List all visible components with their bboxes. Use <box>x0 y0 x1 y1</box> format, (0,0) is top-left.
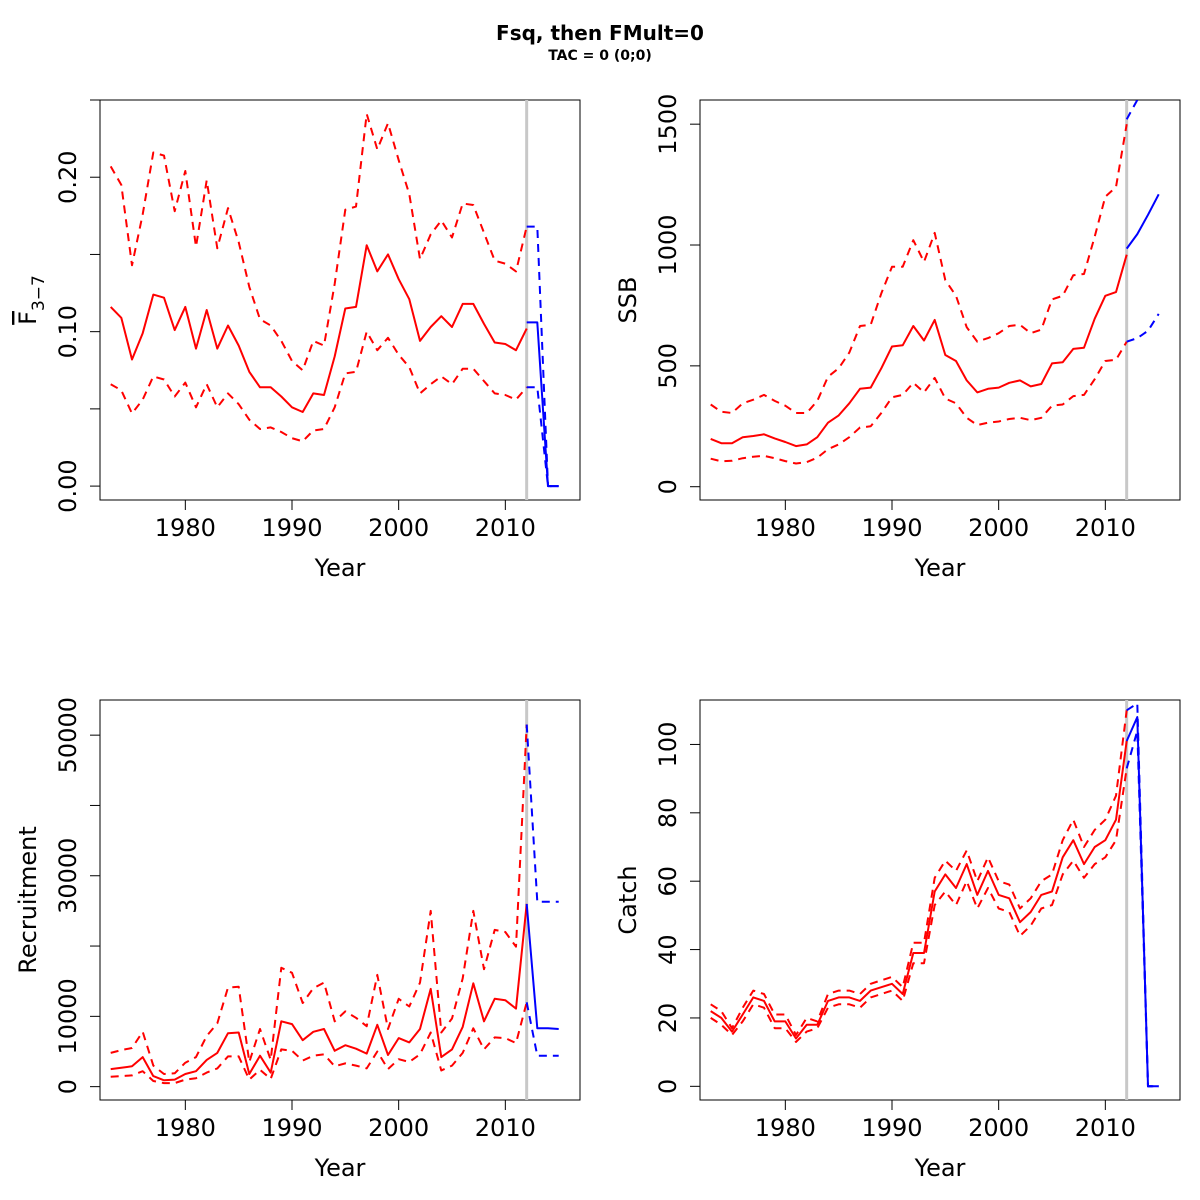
fbar-historical-upper <box>109 112 528 372</box>
ssb-plot-frame <box>699 99 1181 501</box>
recruitment-y-tick-label: 30000 <box>54 838 82 914</box>
fbar-y-label-sub: 3−7 <box>29 275 49 311</box>
catch-y-tick-label: 80 <box>654 798 682 829</box>
ssb-panel: 1980 1990 2000 2010 0 500 1000 1500 Year SSB <box>614 94 1181 582</box>
fbar-y-label-main: F <box>14 311 42 325</box>
recruitment-x-tick-label: 1980 <box>155 1114 216 1142</box>
fbar-historical-median <box>109 244 528 413</box>
ssb-x-tick-label: 2010 <box>1075 514 1136 542</box>
fbar-x-axis: 1980 1990 2000 2010 <box>155 500 536 542</box>
fbar-y-tick-label: 0.20 <box>54 151 82 204</box>
recruitment-x-axis: 1980 1990 2000 2010 <box>155 1100 536 1142</box>
catch-historical-upper <box>710 710 1128 1036</box>
catch-historical-median <box>710 740 1128 1040</box>
recruitment-projection-median <box>525 903 559 1030</box>
ssb-y-tick-label: 0 <box>654 479 682 494</box>
ssb-series <box>710 100 1160 500</box>
recruitment-y-label: Recruitment <box>14 826 42 973</box>
recruitment-plot-frame <box>99 699 581 1101</box>
catch-projection-upper <box>1126 702 1159 1088</box>
fbar-y-label: F3−7 <box>14 275 49 325</box>
catch-x-tick-label: 2000 <box>968 1114 1029 1142</box>
ssb-x-tick-label: 2000 <box>968 514 1029 542</box>
ssb-projection-median <box>1125 193 1160 250</box>
catch-y-tick-label: 0 <box>654 1079 682 1094</box>
ssb-y-axis: 0 500 1000 1500 <box>654 94 700 494</box>
catch-plot-frame <box>699 699 1181 1101</box>
figure-title: Fsq, then FMult=0 <box>496 21 704 45</box>
recruitment-projection-upper <box>525 724 559 903</box>
catch-x-tick-label: 1990 <box>861 1114 922 1142</box>
catch-y-label: Catch <box>614 865 642 934</box>
panels: 1980 1990 2000 20100.000.100.20YearF3−71980… <box>14 94 1181 1182</box>
ssb-historical-median <box>710 254 1128 448</box>
ssb-historical-lower <box>710 341 1128 465</box>
recruitment-historical-upper <box>110 724 528 1075</box>
fbar-historical-lower <box>110 330 528 443</box>
fbar-y-tick-label: 0.00 <box>54 459 82 512</box>
fbar-projection-upper <box>526 225 559 488</box>
fbar-y-axis: 0.00 0.10 0.20 <box>54 99 100 513</box>
ssb-x-tick-label: 1980 <box>755 514 816 542</box>
ssb-x-label: Year <box>914 554 966 582</box>
fbar-plot-frame <box>99 99 581 501</box>
recruitment-y-tick-label: 10000 <box>54 978 82 1054</box>
fbar-projection-median <box>526 321 559 488</box>
recruitment-projection-lower <box>525 1002 559 1057</box>
fbar-x-tick-label: 2010 <box>475 514 536 542</box>
ssb-y-label: SSB <box>614 277 642 324</box>
catch-panel: 1980 1990 2000 2010 0 20 40 60 80 100 Year Catch <box>614 699 1181 1182</box>
ssb-y-tick-label: 500 <box>654 343 682 389</box>
recruitment-x-tick-label: 1990 <box>261 1114 322 1142</box>
fbar-panel: 1980 1990 2000 2010 0.00 0.10 0.20 Year F3−7 <box>14 99 581 582</box>
recruitment-y-tick-label: 50000 <box>54 697 82 773</box>
recruitment-historical-lower <box>110 1002 528 1085</box>
catch-y-tick-label: 60 <box>654 866 682 897</box>
figure-subtitle: TAC = 0 (0;0) <box>548 48 652 64</box>
fbar-x-tick-label: 1980 <box>155 514 216 542</box>
catch-historical-lower <box>710 768 1128 1043</box>
recruitment-panel: 1980 1990 2000 2010 0 10000 30000 50000 Year Recr… <box>14 697 581 1182</box>
recruitment-x-tick-label: 2000 <box>368 1114 429 1142</box>
catch-x-tick-label: 2010 <box>1075 1114 1136 1142</box>
catch-x-tick-label: 1980 <box>755 1114 816 1142</box>
catch-series <box>710 700 1159 1100</box>
fbar-y-tick-label: 0.10 <box>54 305 82 358</box>
recruitment-y-axis: 0 10000 30000 50000 <box>54 697 100 1094</box>
recruitment-x-label: Year <box>314 1154 366 1182</box>
catch-x-label: Year <box>914 1154 966 1182</box>
recruitment-series <box>110 700 559 1100</box>
catch-y-tick-label: 100 <box>654 722 682 768</box>
ssb-projection-upper <box>1125 100 1139 120</box>
recruitment-x-tick-label: 2010 <box>475 1114 536 1142</box>
ssb-y-tick-label: 1000 <box>654 214 682 275</box>
ssb-x-tick-label: 1990 <box>861 514 922 542</box>
catch-y-axis: 0 20 40 60 80 100 <box>654 722 700 1094</box>
fbar-x-tick-label: 2000 <box>368 514 429 542</box>
ssb-projection-lower <box>1126 313 1160 343</box>
catch-y-tick-label: 20 <box>654 1003 682 1034</box>
catch-y-tick-label: 40 <box>654 934 682 965</box>
recruitment-y-tick-label: 0 <box>54 1079 82 1094</box>
recruitment-historical-median <box>110 903 528 1082</box>
fbar-x-label: Year <box>314 554 366 582</box>
catch-projection-median <box>1125 716 1159 1088</box>
ssb-historical-upper <box>710 124 1128 414</box>
ssb-y-tick-label: 1500 <box>654 94 682 155</box>
fbar-x-tick-label: 1990 <box>261 514 322 542</box>
fbar-series <box>109 100 559 500</box>
ssb-x-axis: 1980 1990 2000 2010 <box>755 500 1136 542</box>
catch-x-axis: 1980 1990 2000 2010 <box>755 1100 1136 1142</box>
